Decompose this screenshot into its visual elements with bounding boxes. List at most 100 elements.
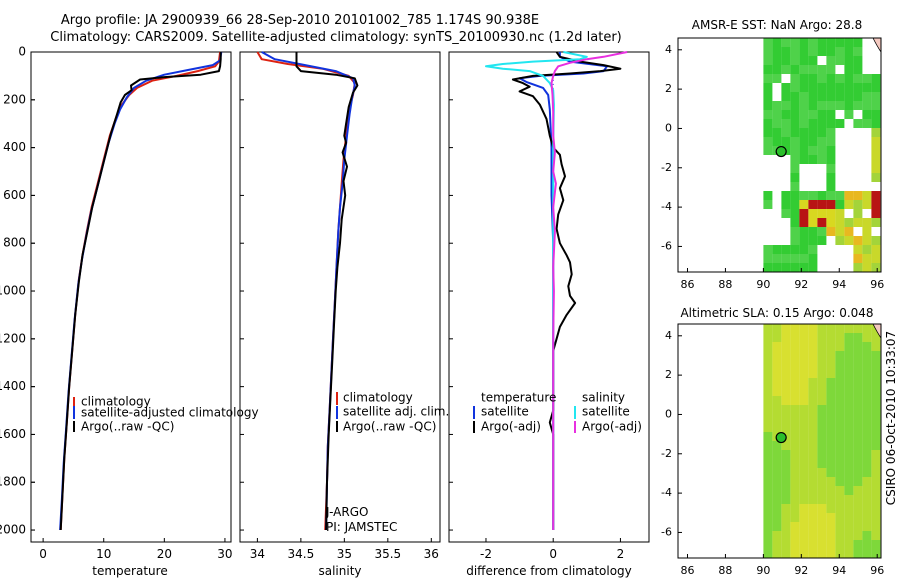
map-cell bbox=[853, 459, 863, 468]
map-cell bbox=[844, 396, 854, 405]
map-cell bbox=[799, 146, 809, 155]
map-cell bbox=[817, 360, 827, 369]
map-cell bbox=[790, 101, 800, 110]
map-cell bbox=[871, 191, 881, 200]
map-cell bbox=[781, 450, 791, 459]
map-cell bbox=[862, 540, 872, 549]
map-cell bbox=[781, 468, 791, 477]
map-cell bbox=[835, 450, 845, 459]
map-cell bbox=[826, 342, 836, 351]
map-cell bbox=[817, 405, 827, 414]
map-cell bbox=[835, 47, 845, 56]
map-cell bbox=[835, 468, 845, 477]
series-line-temperature-argo-adj- bbox=[511, 51, 622, 530]
map-cell bbox=[808, 450, 818, 459]
map-cell bbox=[826, 191, 836, 200]
map-cell bbox=[835, 369, 845, 378]
map-cell bbox=[862, 324, 872, 333]
map-cell bbox=[871, 522, 881, 531]
map-cell bbox=[826, 351, 836, 360]
map-cell bbox=[853, 83, 863, 92]
map-cell bbox=[853, 209, 863, 218]
map-cell bbox=[835, 423, 845, 432]
x-tick-label: 35 bbox=[337, 547, 352, 561]
map-cell bbox=[799, 468, 809, 477]
map-cell bbox=[817, 83, 827, 92]
map-cell bbox=[772, 522, 782, 531]
map-cell bbox=[871, 342, 881, 351]
map-cell bbox=[862, 92, 872, 101]
x-tick-label: 2 bbox=[617, 547, 625, 561]
map-cell bbox=[817, 423, 827, 432]
map-cell bbox=[826, 387, 836, 396]
series-line-argo-raw-qc- bbox=[295, 52, 359, 531]
map-cell bbox=[781, 324, 791, 333]
map-cell bbox=[862, 378, 872, 387]
map-cell bbox=[808, 351, 818, 360]
map-cell bbox=[826, 227, 836, 236]
difference-axes-frame bbox=[448, 51, 650, 543]
map-cell bbox=[772, 441, 782, 450]
salinity-xlabel: salinity bbox=[318, 564, 361, 578]
map-cell bbox=[871, 155, 881, 164]
map-cell bbox=[772, 495, 782, 504]
annotation-pi: PI: JAMSTEC bbox=[326, 520, 397, 534]
map-cell bbox=[808, 513, 818, 522]
map-cell bbox=[790, 56, 800, 65]
map-cell bbox=[799, 459, 809, 468]
map-cell bbox=[844, 468, 854, 477]
map-cell bbox=[790, 254, 800, 263]
x-tick-label: 30 bbox=[217, 547, 232, 561]
map-cell bbox=[790, 324, 800, 333]
map-cell bbox=[790, 245, 800, 254]
map-cell bbox=[817, 209, 827, 218]
series-line-argo-raw-qc- bbox=[59, 52, 222, 531]
sla-map-title: Altimetric SLA: 0.15 Argo: 0.048 bbox=[680, 306, 873, 320]
map-y-tick-label: -2 bbox=[661, 447, 672, 460]
map-cell bbox=[826, 477, 836, 486]
x-tick-label: 0 bbox=[39, 547, 47, 561]
map-cell bbox=[853, 522, 863, 531]
map-cell bbox=[790, 110, 800, 119]
map-cell bbox=[763, 263, 773, 272]
map-cell bbox=[835, 396, 845, 405]
map-cell bbox=[808, 459, 818, 468]
map-cell bbox=[817, 486, 827, 495]
map-x-tick-label: 96 bbox=[870, 278, 884, 291]
map-cell bbox=[853, 540, 863, 549]
map-cell bbox=[763, 342, 773, 351]
map-cell bbox=[808, 495, 818, 504]
map-cell bbox=[844, 414, 854, 423]
map-cell bbox=[808, 324, 818, 333]
map-cell bbox=[808, 531, 818, 540]
map-cell bbox=[790, 396, 800, 405]
map-cell bbox=[853, 441, 863, 450]
map-cell bbox=[772, 504, 782, 513]
map-cell bbox=[781, 540, 791, 549]
map-cell bbox=[808, 65, 818, 74]
map-cell bbox=[781, 119, 791, 128]
map-cell bbox=[871, 263, 881, 272]
map-cell bbox=[817, 74, 827, 83]
map-cell bbox=[799, 263, 809, 272]
map-cell bbox=[871, 414, 881, 423]
map-cell bbox=[781, 477, 791, 486]
map-cell bbox=[808, 92, 818, 101]
map-cell bbox=[763, 360, 773, 369]
map-cell bbox=[862, 432, 872, 441]
map-cell bbox=[772, 486, 782, 495]
map-cell bbox=[781, 504, 791, 513]
map-cell bbox=[853, 245, 863, 254]
map-cell bbox=[826, 146, 836, 155]
map-cell bbox=[763, 414, 773, 423]
map-cell bbox=[826, 155, 836, 164]
map-cell bbox=[790, 227, 800, 236]
map-cell bbox=[835, 236, 845, 245]
map-cell bbox=[817, 65, 827, 74]
map-cell bbox=[808, 342, 818, 351]
map-cell bbox=[853, 38, 863, 47]
map-x-tick-label: 88 bbox=[718, 278, 732, 291]
map-cell bbox=[808, 468, 818, 477]
map-cell bbox=[826, 110, 836, 119]
map-cell bbox=[862, 468, 872, 477]
